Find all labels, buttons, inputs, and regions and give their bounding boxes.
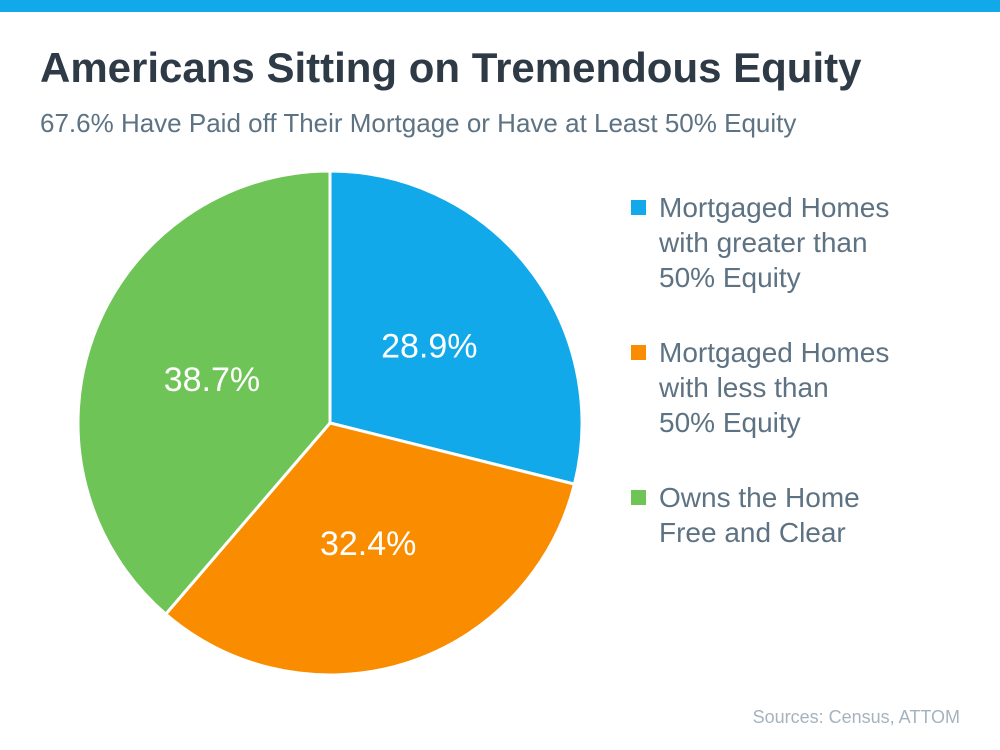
legend: Mortgaged Homes with greater than 50% Eq… — [631, 190, 971, 590]
legend-item: Mortgaged Homes with less than 50% Equit… — [631, 335, 971, 440]
pie-slice-label-2: 38.7% — [164, 361, 260, 399]
pie-slice-label-0: 28.9% — [381, 327, 477, 365]
legend-item-label: Mortgaged Homes with greater than 50% Eq… — [659, 192, 890, 293]
page-title: Americans Sitting on Tremendous Equity — [40, 44, 862, 91]
legend-marker-green-icon — [631, 490, 646, 505]
legend-marker-orange-icon — [631, 345, 646, 360]
legend-marker-blue-icon — [631, 200, 646, 215]
top-accent-bar — [0, 0, 1000, 12]
legend-item: Owns the Home Free and Clear — [631, 480, 971, 550]
legend-item: Mortgaged Homes with greater than 50% Eq… — [631, 190, 971, 295]
page-subtitle: 67.6% Have Paid off Their Mortgage or Ha… — [40, 108, 797, 138]
pie-slice-1 — [164, 421, 576, 677]
pie-slice-0 — [328, 169, 584, 486]
source-attribution: Sources: Census, ATTOM — [752, 707, 960, 727]
pie-slice-2 — [76, 169, 332, 616]
legend-item-label: Owns the Home Free and Clear — [659, 482, 860, 548]
pie-slice-label-1: 32.4% — [320, 525, 416, 563]
legend-item-label: Mortgaged Homes with less than 50% Equit… — [659, 337, 890, 438]
